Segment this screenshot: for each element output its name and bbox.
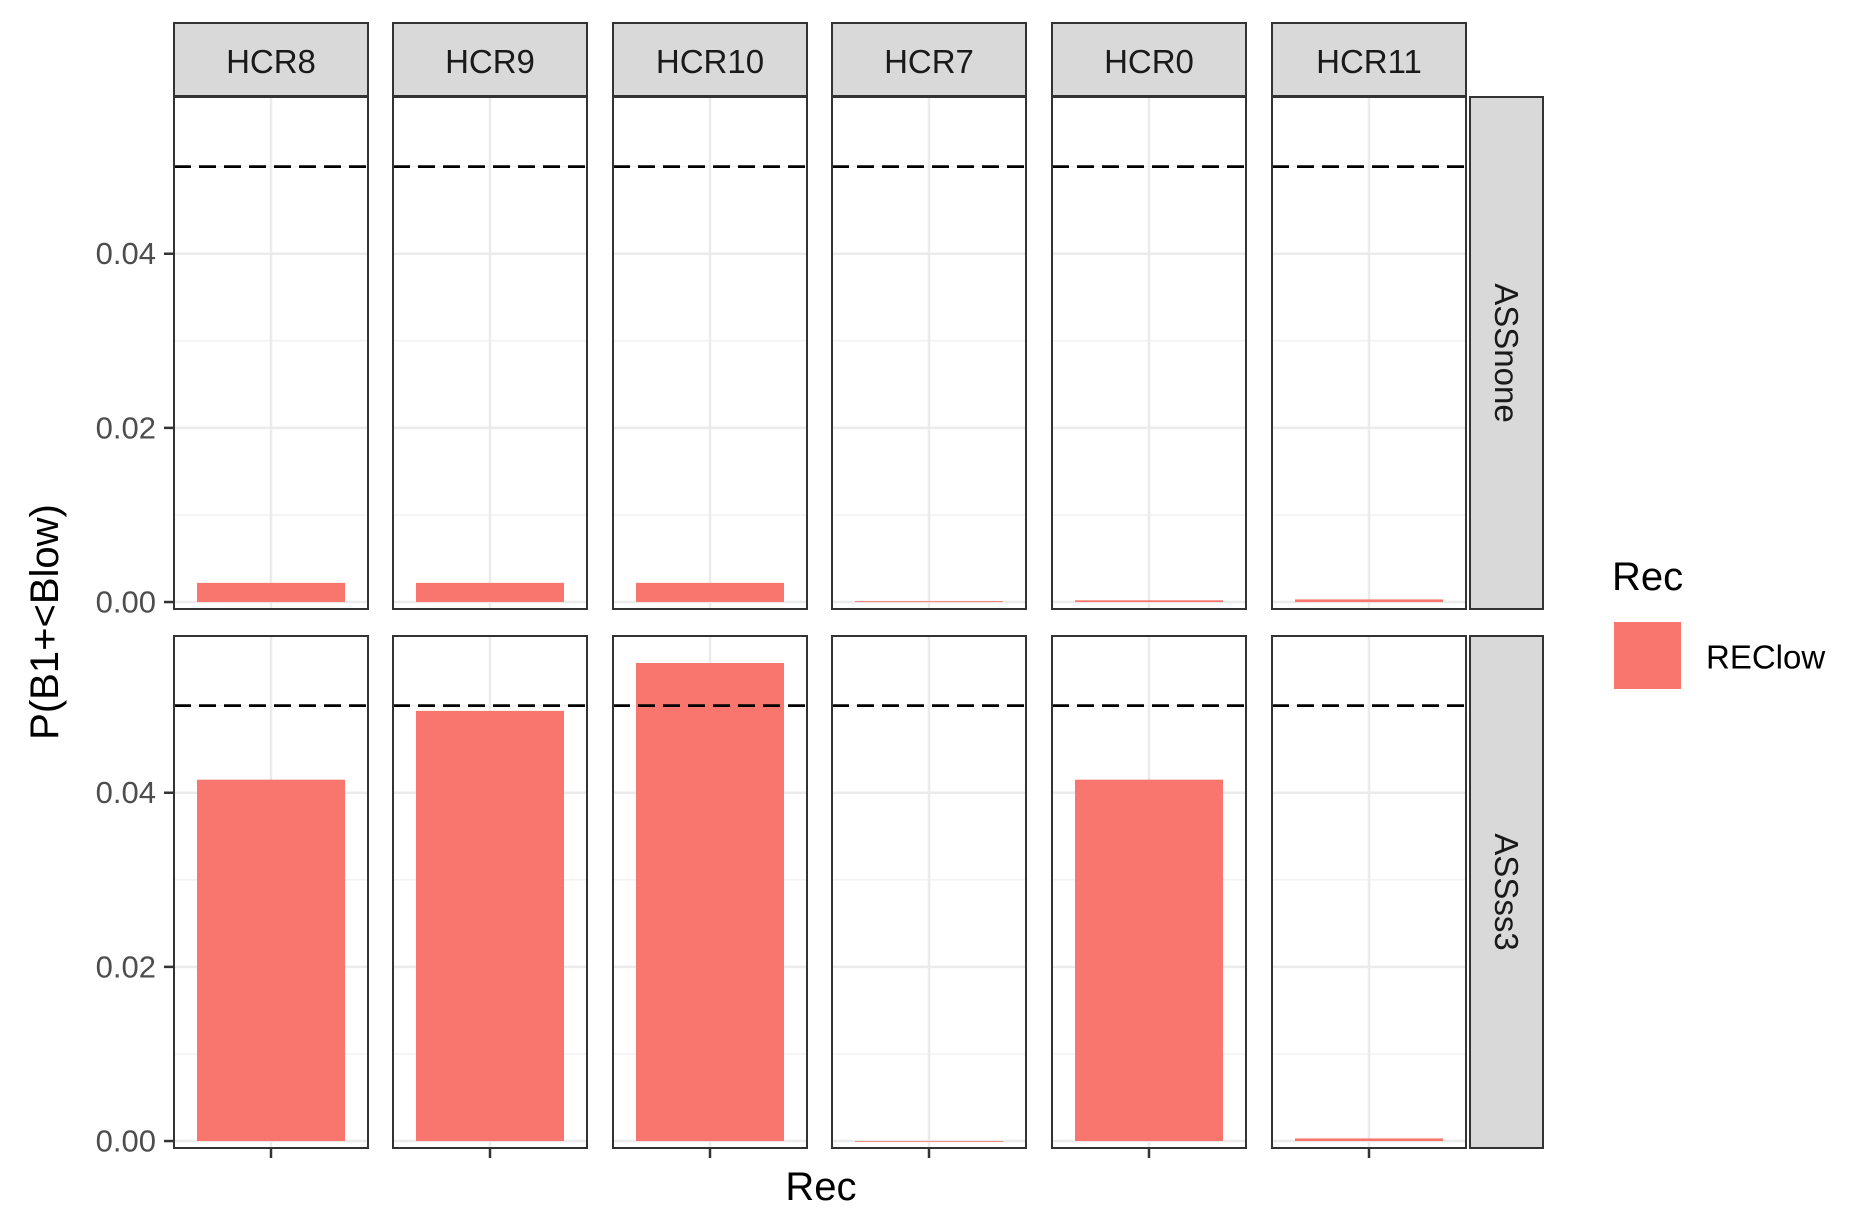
bar-HCR7-ASSss3: [855, 1141, 1003, 1142]
column-strip-label: HCR10: [656, 43, 764, 80]
column-strip-label: HCR8: [226, 43, 316, 80]
column-strip: [392, 22, 588, 97]
y-tick-label: 0.02: [96, 949, 156, 984]
bar-HCR7-ASSnone: [855, 601, 1003, 603]
legend-title: Rec: [1612, 555, 1683, 599]
column-strip: [612, 22, 808, 97]
bar-HCR9-ASSss3: [416, 710, 564, 1142]
bar-HCR8-ASSss3: [197, 779, 345, 1142]
column-strip-label: HCR9: [445, 43, 535, 80]
column-strip-label: HCR0: [1104, 43, 1194, 80]
row-strip-label: ASSnone: [1488, 283, 1525, 422]
bar-HCR11-ASSnone: [1295, 599, 1443, 603]
y-tick-label: 0.00: [96, 1124, 156, 1159]
y-axis-title: P(B1+<Blow): [23, 504, 67, 740]
bar-HCR0-ASSss3: [1075, 779, 1223, 1142]
bar-HCR10-ASSnone: [636, 582, 784, 603]
bar-HCR0-ASSnone: [1075, 600, 1223, 603]
column-strip: [831, 22, 1027, 97]
bar-HCR8-ASSnone: [197, 582, 345, 603]
bar-HCR11-ASSss3: [1295, 1138, 1443, 1142]
legend-key: [1614, 622, 1681, 689]
column-strip: [1271, 22, 1467, 97]
y-tick-label: 0.04: [96, 236, 156, 271]
y-tick-label: 0.02: [96, 410, 156, 445]
column-strip-label: HCR11: [1316, 43, 1422, 80]
bar-HCR10-ASSss3: [636, 662, 784, 1142]
x-axis-title: Rec: [785, 1165, 856, 1209]
column-strip-label: HCR7: [884, 43, 974, 80]
legend-label: REClow: [1706, 639, 1825, 676]
bar-HCR9-ASSnone: [416, 582, 564, 603]
column-strip: [173, 22, 369, 97]
row-strip-label: ASSss3: [1488, 833, 1525, 950]
y-tick-label: 0.04: [96, 775, 156, 810]
row-strip: [1469, 635, 1544, 1149]
row-strip: [1469, 96, 1544, 610]
column-strip: [1051, 22, 1247, 97]
y-tick-label: 0.00: [96, 585, 156, 620]
